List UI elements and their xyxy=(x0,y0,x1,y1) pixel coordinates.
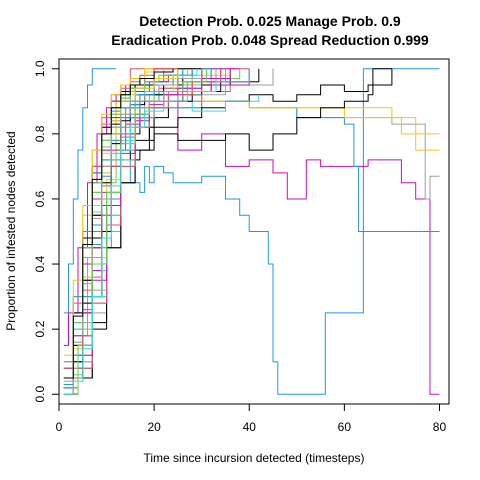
series-layer xyxy=(63,68,440,395)
series-line-13 xyxy=(63,68,117,314)
y-tick-label: 0.0 xyxy=(33,386,47,403)
y-tick-label: 0.2 xyxy=(33,320,47,337)
y-axis-label: Proportion of infested nodes detected xyxy=(4,131,18,330)
chart-title-line-2: Eradication Prob. 0.048 Spread Reduction… xyxy=(111,32,429,48)
y-axis: 0.0 0.2 0.4 0.6 0.8 1.0 xyxy=(33,60,60,403)
x-tick-label: 60 xyxy=(338,420,352,434)
x-tick-label: 80 xyxy=(433,420,447,434)
y-tick-label: 0.6 xyxy=(33,190,47,207)
chart-title-line-1: Detection Prob. 0.025 Manage Prob. 0.9 xyxy=(139,13,401,29)
y-tick-label: 0.4 xyxy=(33,255,47,272)
series-line-59 xyxy=(63,68,250,395)
series-line-58 xyxy=(63,68,174,379)
x-tick-label: 0 xyxy=(56,420,63,434)
series-line-48 xyxy=(63,68,222,395)
x-axis: 0 20 40 60 80 xyxy=(56,403,447,434)
x-axis-label: Time since incursion detected (timesteps… xyxy=(144,451,365,465)
y-tick-label: 0.8 xyxy=(33,125,47,142)
y-tick-label: 1.0 xyxy=(33,60,47,77)
x-tick-label: 20 xyxy=(147,420,161,434)
x-tick-label: 40 xyxy=(243,420,257,434)
